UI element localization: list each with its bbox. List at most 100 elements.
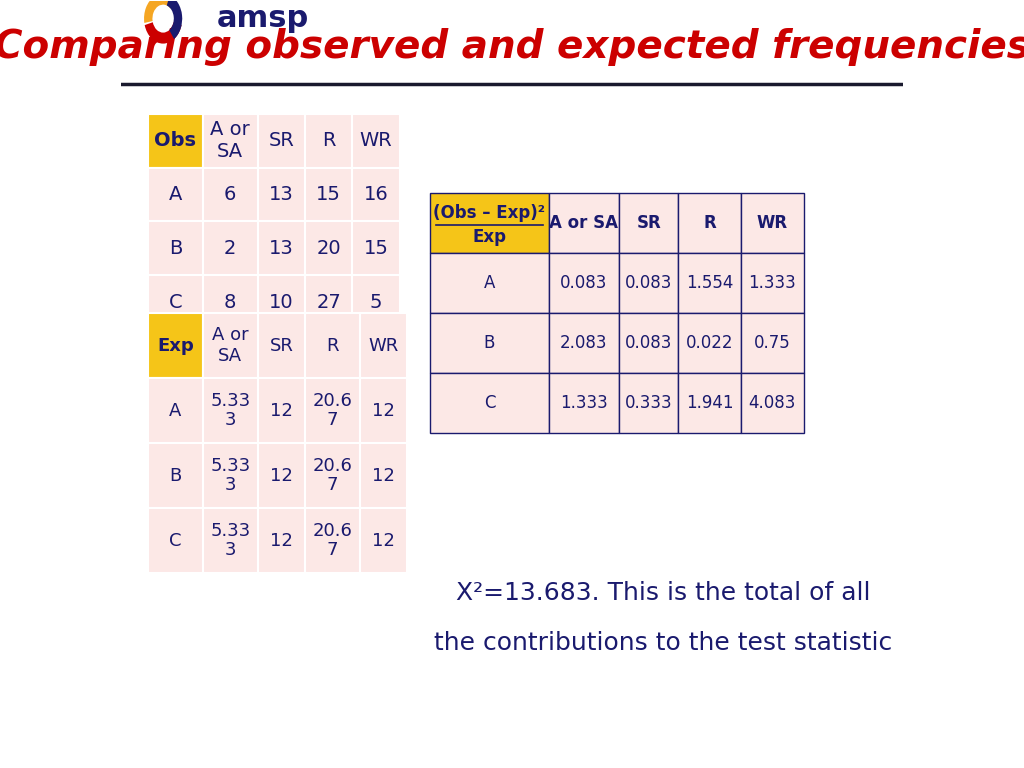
Text: 1.554: 1.554 (686, 274, 733, 293)
Text: B: B (169, 467, 181, 485)
Text: 20.6
7: 20.6 7 (312, 392, 352, 429)
FancyBboxPatch shape (258, 276, 305, 329)
Text: B: B (169, 239, 182, 258)
Text: 20.6
7: 20.6 7 (312, 457, 352, 495)
FancyBboxPatch shape (679, 253, 741, 313)
FancyBboxPatch shape (258, 313, 305, 379)
Text: Comparing observed and expected frequencies: Comparing observed and expected frequenc… (0, 28, 1024, 65)
FancyBboxPatch shape (305, 276, 352, 329)
Text: 8: 8 (224, 293, 237, 312)
Text: A or
SA: A or SA (210, 120, 250, 161)
Text: C: C (169, 293, 182, 312)
FancyBboxPatch shape (352, 114, 399, 167)
FancyBboxPatch shape (258, 508, 305, 573)
Text: 5.33
3: 5.33 3 (210, 392, 251, 429)
Text: 15: 15 (364, 239, 388, 258)
FancyBboxPatch shape (360, 443, 408, 508)
Text: 5: 5 (370, 293, 382, 312)
FancyBboxPatch shape (679, 373, 741, 433)
FancyBboxPatch shape (741, 253, 804, 313)
Text: (Obs – Exp)²: (Obs – Exp)² (433, 204, 546, 222)
Text: 16: 16 (364, 185, 388, 204)
FancyBboxPatch shape (741, 313, 804, 373)
FancyBboxPatch shape (430, 373, 549, 433)
Text: A: A (483, 274, 496, 293)
Text: 2: 2 (224, 239, 237, 258)
FancyBboxPatch shape (360, 313, 408, 379)
FancyBboxPatch shape (741, 194, 804, 253)
FancyBboxPatch shape (258, 379, 305, 443)
FancyBboxPatch shape (258, 167, 305, 221)
FancyBboxPatch shape (305, 167, 352, 221)
Text: 0.75: 0.75 (754, 334, 791, 353)
FancyBboxPatch shape (305, 114, 352, 167)
Text: 5.33
3: 5.33 3 (210, 457, 251, 495)
Text: 1.333: 1.333 (560, 394, 607, 412)
FancyBboxPatch shape (305, 313, 360, 379)
FancyBboxPatch shape (618, 313, 679, 373)
FancyBboxPatch shape (305, 379, 360, 443)
FancyBboxPatch shape (147, 114, 203, 167)
Text: amsp: amsp (216, 4, 309, 33)
Text: 12: 12 (373, 402, 395, 420)
Text: SR: SR (268, 131, 294, 150)
Text: 12: 12 (270, 467, 293, 485)
FancyBboxPatch shape (147, 276, 203, 329)
FancyBboxPatch shape (305, 221, 352, 276)
Text: R: R (322, 131, 336, 150)
FancyBboxPatch shape (203, 508, 258, 573)
Text: 12: 12 (270, 531, 293, 550)
Text: SR: SR (636, 214, 662, 233)
Text: R: R (327, 337, 339, 355)
Text: 20: 20 (316, 239, 341, 258)
Text: Exp: Exp (157, 337, 194, 355)
Text: A or
SA: A or SA (212, 326, 249, 366)
FancyBboxPatch shape (203, 114, 258, 167)
FancyBboxPatch shape (549, 313, 618, 373)
Text: 0.083: 0.083 (560, 274, 607, 293)
FancyBboxPatch shape (360, 508, 408, 573)
Text: 0.083: 0.083 (625, 274, 673, 293)
FancyBboxPatch shape (430, 313, 549, 373)
Text: Exp: Exp (472, 227, 507, 246)
Text: C: C (483, 394, 496, 412)
FancyBboxPatch shape (618, 194, 679, 253)
Text: WR: WR (757, 214, 787, 233)
Text: 1.941: 1.941 (686, 394, 733, 412)
Text: 0.333: 0.333 (625, 394, 673, 412)
FancyBboxPatch shape (430, 194, 549, 253)
Text: C: C (169, 531, 181, 550)
Text: 4.083: 4.083 (749, 394, 796, 412)
FancyBboxPatch shape (203, 313, 258, 379)
FancyBboxPatch shape (258, 221, 305, 276)
Text: WR: WR (359, 131, 392, 150)
FancyBboxPatch shape (258, 114, 305, 167)
Text: X²=13.683. This is the total of all: X²=13.683. This is the total of all (456, 581, 870, 605)
FancyBboxPatch shape (352, 276, 399, 329)
Wedge shape (144, 22, 181, 44)
FancyBboxPatch shape (203, 443, 258, 508)
FancyBboxPatch shape (203, 379, 258, 443)
Text: Obs: Obs (155, 131, 197, 150)
Text: 12: 12 (373, 467, 395, 485)
Wedge shape (144, 0, 176, 23)
Text: 13: 13 (269, 185, 294, 204)
FancyBboxPatch shape (147, 167, 203, 221)
Text: 0.083: 0.083 (625, 334, 673, 353)
FancyBboxPatch shape (147, 221, 203, 276)
Text: B: B (483, 334, 496, 353)
FancyBboxPatch shape (549, 194, 618, 253)
FancyBboxPatch shape (679, 313, 741, 373)
Text: 13: 13 (269, 239, 294, 258)
FancyBboxPatch shape (147, 508, 203, 573)
FancyBboxPatch shape (352, 221, 399, 276)
Wedge shape (167, 0, 182, 39)
FancyBboxPatch shape (147, 443, 203, 508)
FancyBboxPatch shape (203, 221, 258, 276)
FancyBboxPatch shape (360, 379, 408, 443)
Text: R: R (703, 214, 716, 233)
FancyBboxPatch shape (618, 373, 679, 433)
FancyBboxPatch shape (741, 373, 804, 433)
FancyBboxPatch shape (147, 379, 203, 443)
FancyBboxPatch shape (352, 167, 399, 221)
